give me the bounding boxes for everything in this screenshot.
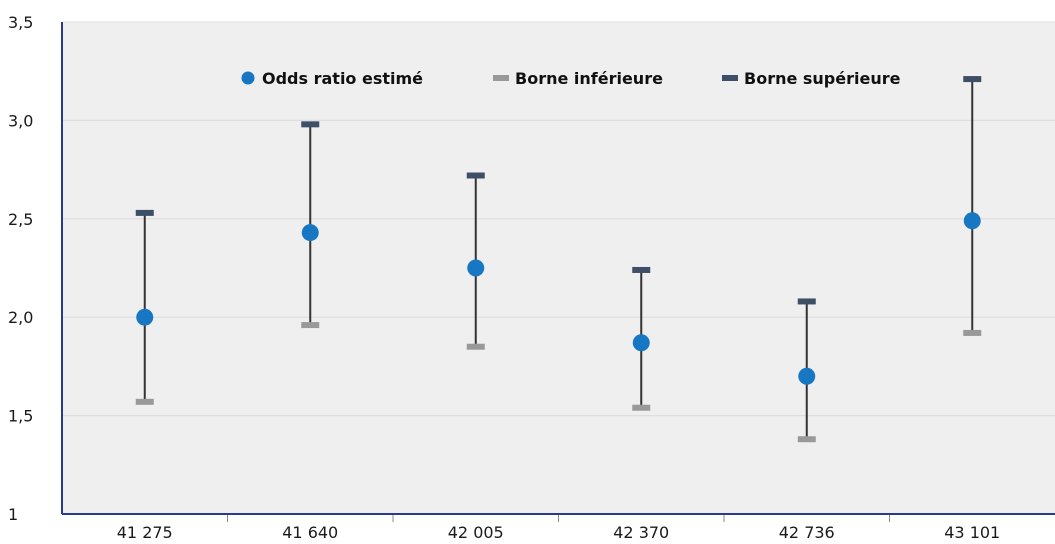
error-bar-marks [135, 76, 982, 443]
legend: Odds ratio estimé Borne inférieure Borne s… [241, 69, 901, 88]
lower-bound-mark [963, 329, 982, 336]
upper-bound-mark [135, 209, 154, 216]
y-tick-label: 1 [8, 505, 18, 524]
y-axis-ticks: 1 1,5 2,0 2,5 3,0 3,5 [8, 13, 33, 524]
estimate-point [963, 212, 981, 230]
x-tick-label: 43 101 [944, 523, 1000, 542]
x-tick-label: 42 005 [448, 523, 504, 542]
x-tick-label: 41 640 [282, 523, 338, 542]
upper-bound-mark [466, 172, 485, 179]
x-tick-label: 41 275 [117, 523, 173, 542]
upper-bound-mark [632, 266, 651, 273]
y-tick-label: 2,0 [8, 308, 33, 327]
lower-bound-mark [797, 436, 816, 443]
estimate-point [301, 224, 319, 242]
legend-label: Borne supérieure [744, 69, 901, 88]
x-axis-ticks: 41 275 41 640 42 005 42 370 42 736 43 101 [117, 514, 1000, 542]
lower-bound-mark [301, 322, 320, 329]
legend-label: Borne inférieure [515, 69, 663, 88]
gridlines [62, 21, 1055, 417]
estimate-point [632, 334, 650, 352]
upper-bound-mark [797, 298, 816, 305]
lower-bound-mark [135, 398, 154, 405]
x-tick-label: 42 736 [779, 523, 835, 542]
estimate-point [798, 367, 816, 385]
axes [61, 22, 1055, 515]
plot-background [62, 22, 1055, 514]
y-tick-label: 1,5 [8, 407, 33, 426]
x-tick-label: 42 370 [613, 523, 669, 542]
y-tick-label: 3,0 [8, 111, 33, 130]
lower-bound-mark [632, 404, 651, 411]
upper-bound-mark [301, 121, 320, 128]
estimate-point [136, 308, 154, 326]
y-tick-label: 2,5 [8, 210, 33, 229]
lower-bound-mark [466, 343, 485, 350]
y-tick-label: 3,5 [8, 13, 33, 32]
upper-bound-mark [963, 76, 982, 83]
estimate-point [467, 259, 485, 277]
legend-label: Odds ratio estimé [262, 69, 423, 88]
legend-marker-upper [722, 75, 738, 81]
legend-marker-estimate [241, 71, 255, 85]
legend-marker-lower [493, 75, 509, 81]
